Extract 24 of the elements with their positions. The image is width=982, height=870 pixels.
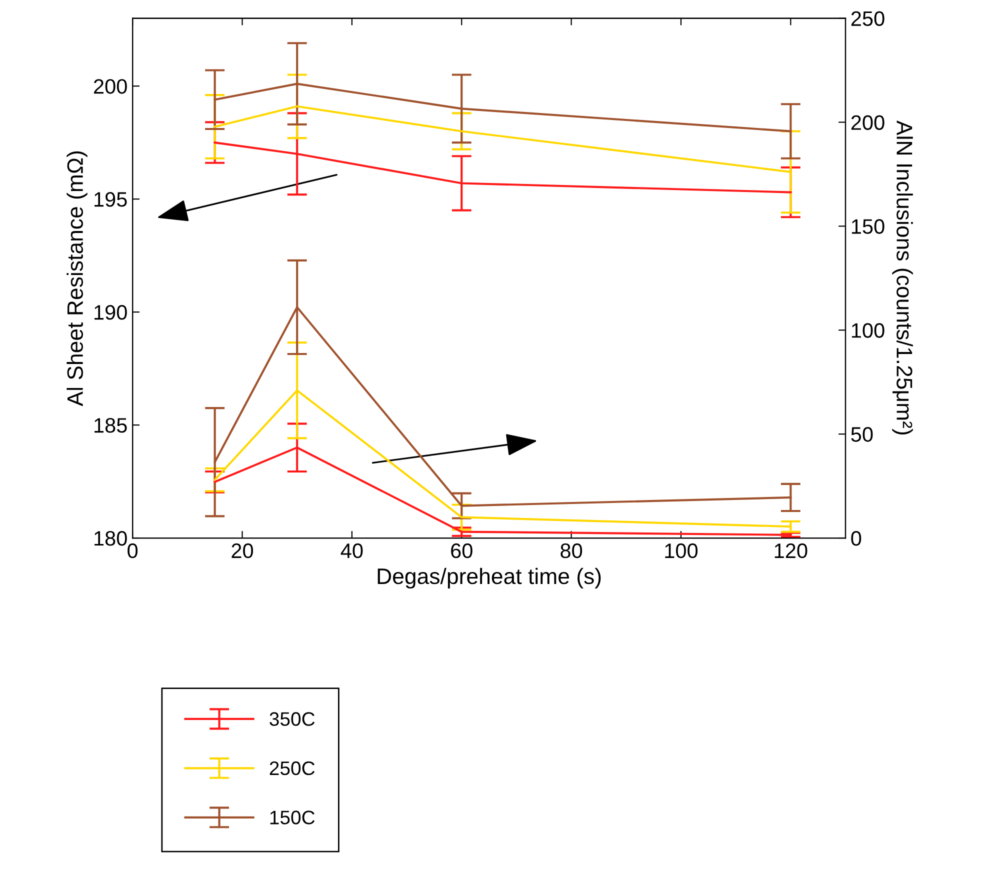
y-tick-label: 195 [94,192,127,207]
y2-tick-label: 150 [852,219,884,234]
y-tick-label: 190 [94,305,127,320]
y2-tick-label: 100 [852,323,884,338]
x-tick-label: 20 [232,543,254,558]
y2-axis-title: AlN Inclusions (counts/1.25μm²) [892,120,913,434]
x-tick-label: 120 [774,543,808,558]
x-tick-label: 60 [451,543,472,558]
y2-tick-label: 250 [851,11,884,26]
x-tick-label: 100 [665,543,698,558]
legend-label: 250C [270,761,315,776]
y-tick-label: 200 [94,79,127,94]
y-tick-label: 185 [94,418,127,433]
x-tick-label: 80 [560,543,582,558]
legend-label: 350C [270,712,315,726]
y2-tick-label: 0 [851,531,862,546]
legend-label: 150C [270,810,315,824]
y-tick-label: 180 [94,531,127,546]
x-axis-title: Degas/preheat time (s) [378,568,601,589]
y2-tick-label: 200 [851,115,884,130]
x-tick-label: 40 [340,543,363,558]
y2-tick-label: 50 [851,427,873,442]
x-tick-label: 0 [128,543,138,558]
y-axis-title: Al Sheet Resistance (mΩ) [66,151,88,406]
